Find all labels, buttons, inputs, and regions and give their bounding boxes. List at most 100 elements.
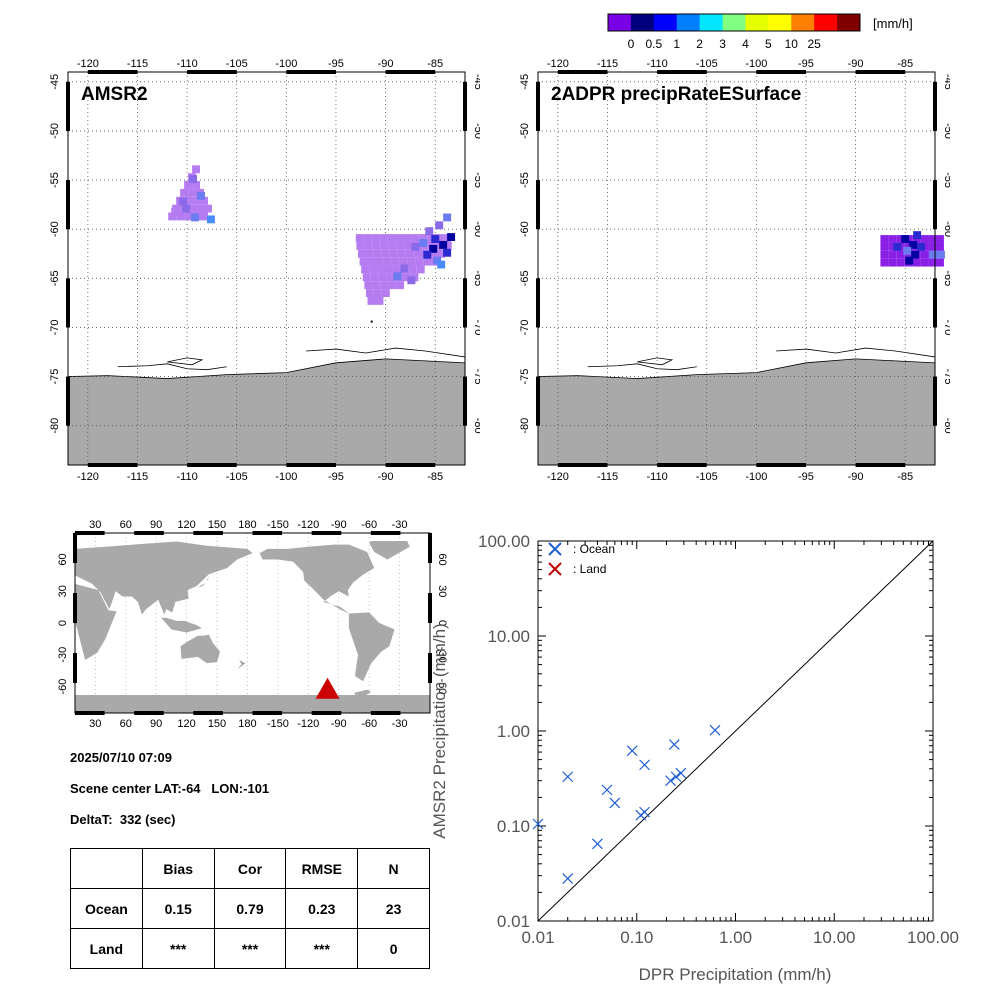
precip-cell — [935, 242, 944, 251]
legend-marker — [548, 562, 562, 576]
precip-cell — [168, 212, 177, 221]
lon-tick-label: -120 — [547, 58, 569, 70]
precip-cell — [888, 250, 897, 259]
lon-tick-label: 120 — [177, 718, 195, 730]
precip-cell — [880, 242, 889, 251]
map-title: AMSR2 — [81, 84, 148, 105]
lat-tick-label: 30 — [57, 585, 69, 597]
colorbar-swatch — [653, 14, 678, 31]
table-header-cell: Cor — [213, 848, 287, 889]
precip-cell — [903, 246, 912, 255]
precip-cell — [386, 273, 395, 282]
lon-tick-label: -95 — [328, 58, 344, 70]
lon-tick-label: -100 — [745, 58, 767, 70]
precip-cell — [920, 235, 929, 243]
data-point-x-marker — [670, 771, 682, 783]
n-value: 0 — [357, 928, 430, 969]
precip-cell — [184, 181, 193, 189]
data-point-x-marker — [601, 784, 613, 796]
lon-tick-label: -105 — [696, 58, 718, 70]
lat-tick-label: -55 — [519, 172, 531, 188]
precip-cell — [408, 265, 417, 274]
lat-tick-label: -70 — [49, 319, 61, 335]
legend-label: : Ocean — [573, 542, 615, 556]
precip-cell — [419, 239, 428, 247]
precip-cell — [383, 257, 392, 266]
precip-cell — [191, 213, 200, 222]
lat-tick-label: -70 — [472, 319, 480, 335]
colorbar-swatch — [699, 14, 724, 31]
lon-tick-label: -120 — [77, 58, 99, 70]
precip-cell — [189, 175, 198, 184]
precip-cell — [180, 188, 189, 197]
lon-tick-label: -30 — [392, 519, 408, 531]
world-overview-map: 30 30 60 60 90 90 120 120 150 150 180 180 -150 -150 -1… — [57, 519, 448, 730]
precip-cell — [184, 196, 193, 205]
bias-value: *** — [141, 928, 215, 969]
lon-tick-label: -105 — [696, 471, 718, 483]
lon-tick-label: -90 — [331, 718, 347, 730]
y-tick-label: 10.00 — [487, 627, 530, 646]
rmse-value: 0.23 — [285, 888, 359, 929]
lon-tick-label: -90 — [331, 519, 347, 531]
lat-tick-label: -65 — [942, 270, 950, 286]
precip-cell — [373, 289, 382, 297]
colorbar-swatch — [722, 14, 746, 31]
rmse-value: *** — [285, 928, 359, 969]
precip-cell — [378, 273, 387, 282]
lat-tick-label: 0 — [57, 620, 69, 626]
precip-cell — [370, 273, 379, 282]
precip-cell — [367, 257, 376, 266]
precip-cell — [389, 249, 398, 258]
precip-cell — [407, 276, 416, 285]
lat-tick-label: -55 — [49, 172, 61, 188]
lon-tick-label: -85 — [427, 471, 443, 483]
precip-cell — [413, 249, 422, 258]
colorbar-swatch — [745, 14, 769, 31]
precip-cell — [380, 241, 389, 250]
colorbar-tick-label: 1 — [673, 37, 680, 51]
precip-cell — [363, 234, 372, 242]
precip-cell — [399, 257, 408, 266]
lon-tick-label: -150 — [267, 519, 289, 531]
lat-tick-label: -75 — [472, 369, 480, 385]
precip-cell — [935, 258, 944, 267]
table-row: Land *** *** *** 0 — [70, 928, 430, 969]
precip-cell — [888, 258, 897, 267]
lon-tick-label: -105 — [226, 471, 248, 483]
island-outline — [167, 357, 204, 366]
lon-tick-label: 60 — [120, 519, 132, 531]
precip-cell — [909, 240, 918, 249]
dpr-map-panel: -120 -120 -115 -115 -110 -110 -105 -105 -100 -100… — [519, 58, 950, 483]
map-title: 2ADPR precipRateESurface — [551, 84, 801, 105]
lon-tick-label: -95 — [798, 58, 814, 70]
y-tick-label: 0.01 — [497, 912, 530, 931]
scene-location-marker — [315, 677, 340, 699]
precip-cell — [361, 265, 370, 274]
one-to-one-line — [537, 540, 934, 922]
colorbar-swatch — [608, 14, 632, 31]
lon-tick-label: -115 — [127, 471, 148, 483]
precip-cell — [380, 281, 389, 290]
lon-tick-label: -85 — [897, 471, 913, 483]
y-tick-label: 1.00 — [497, 722, 530, 741]
lat-tick-label: -55 — [472, 172, 480, 188]
lon-tick-label: -60 — [361, 718, 377, 730]
precip-cell — [379, 234, 388, 242]
precip-cell — [917, 242, 926, 251]
coastline — [587, 363, 697, 371]
data-point-x-marker — [609, 797, 621, 809]
precip-cell — [355, 234, 364, 242]
australia-land — [180, 634, 221, 664]
x-tick-label: 0.10 — [620, 928, 653, 947]
colorbar-swatch — [630, 14, 655, 31]
bias-value: 0.15 — [141, 888, 215, 929]
legend-label: : Land — [573, 562, 606, 576]
lon-tick-label: -150 — [267, 718, 289, 730]
precip-cell — [375, 296, 384, 305]
coastline — [306, 347, 466, 358]
lon-tick-label: -115 — [127, 58, 148, 70]
precip-dot — [370, 320, 373, 323]
colorbar-tick-label: 3 — [719, 37, 726, 51]
precip-cell — [407, 257, 416, 266]
